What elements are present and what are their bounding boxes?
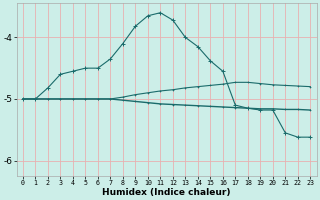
X-axis label: Humidex (Indice chaleur): Humidex (Indice chaleur) bbox=[102, 188, 231, 197]
